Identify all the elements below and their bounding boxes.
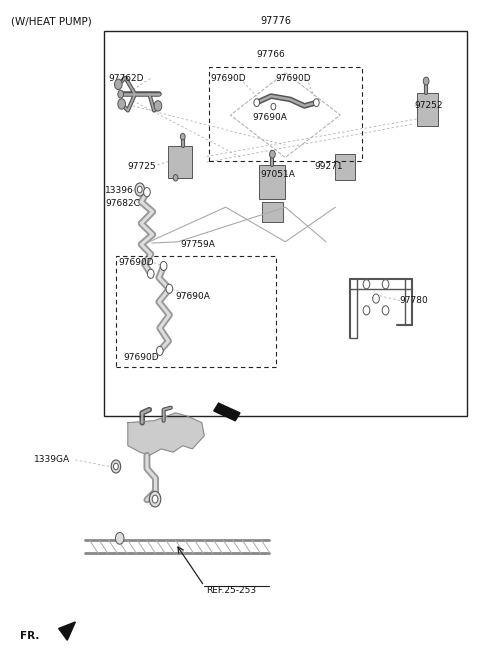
Circle shape [166, 284, 173, 293]
Text: 97725: 97725 [128, 161, 156, 171]
FancyBboxPatch shape [259, 165, 285, 199]
FancyBboxPatch shape [168, 146, 192, 178]
Circle shape [114, 463, 118, 470]
Circle shape [313, 98, 319, 106]
Circle shape [254, 98, 260, 106]
Text: 13396: 13396 [106, 186, 134, 195]
Polygon shape [214, 403, 240, 420]
Polygon shape [59, 622, 75, 640]
Circle shape [271, 103, 276, 110]
Text: 97252: 97252 [414, 102, 443, 110]
Circle shape [154, 100, 162, 111]
Circle shape [116, 533, 124, 544]
Text: 97051A: 97051A [260, 170, 295, 179]
Text: (W/HEAT PUMP): (W/HEAT PUMP) [11, 16, 92, 26]
Circle shape [118, 91, 123, 98]
Circle shape [363, 279, 370, 289]
Circle shape [173, 174, 178, 181]
Circle shape [135, 183, 144, 196]
Text: 97759A: 97759A [180, 240, 215, 249]
Text: 97766: 97766 [257, 50, 286, 59]
Text: 97762D: 97762D [109, 74, 144, 83]
Circle shape [382, 279, 389, 289]
Text: 97690D: 97690D [123, 353, 159, 362]
Circle shape [115, 79, 122, 90]
FancyBboxPatch shape [262, 202, 283, 222]
Circle shape [147, 269, 154, 278]
Circle shape [149, 491, 161, 507]
Circle shape [382, 306, 389, 315]
Text: 97690D: 97690D [276, 74, 312, 83]
Circle shape [160, 261, 167, 270]
Circle shape [118, 98, 125, 109]
Circle shape [372, 294, 379, 303]
Circle shape [423, 77, 429, 85]
Text: 97682C: 97682C [106, 199, 140, 209]
Text: 97690D: 97690D [118, 258, 154, 267]
Text: 97780: 97780 [400, 296, 429, 305]
Polygon shape [128, 413, 204, 455]
FancyBboxPatch shape [417, 93, 438, 125]
Text: 97690D: 97690D [210, 74, 246, 83]
Circle shape [156, 346, 163, 356]
Circle shape [180, 133, 185, 140]
Text: 1339GA: 1339GA [34, 455, 70, 464]
Circle shape [270, 150, 276, 158]
Text: 97776: 97776 [260, 16, 291, 26]
Circle shape [363, 306, 370, 315]
Circle shape [144, 188, 150, 197]
Text: 97690A: 97690A [176, 292, 210, 301]
FancyBboxPatch shape [336, 154, 355, 180]
Circle shape [152, 495, 158, 503]
Text: REF.25-253: REF.25-253 [206, 586, 257, 595]
Text: 97690A: 97690A [252, 113, 287, 122]
Text: 99271: 99271 [314, 161, 343, 171]
Circle shape [111, 460, 120, 473]
Text: FR.: FR. [21, 631, 40, 642]
Circle shape [137, 186, 142, 193]
